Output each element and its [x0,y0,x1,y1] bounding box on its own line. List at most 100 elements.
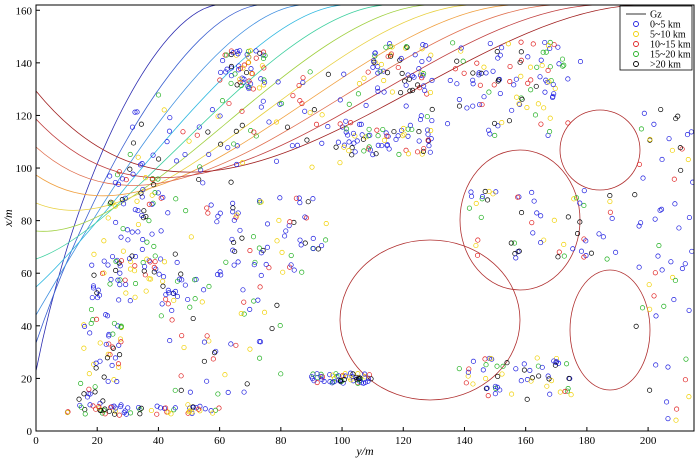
data-point [163,405,169,411]
legend-label: 0~5 km [650,20,681,31]
data-point [565,120,571,126]
data-point [669,147,675,153]
data-point [518,95,524,101]
data-point [327,379,333,385]
data-point [150,200,156,206]
data-point [348,120,354,126]
data-point [524,105,530,111]
data-point [135,207,141,214]
data-point [370,152,376,158]
data-point [556,249,562,255]
data-point [568,392,574,398]
data-point [417,72,424,78]
data-point [248,128,254,134]
data-point [172,251,178,257]
data-point [286,223,292,229]
data-point [429,106,435,113]
data-point [410,87,416,93]
data-point [233,342,239,348]
data-point [403,147,409,153]
data-point [528,77,534,83]
data-point [214,271,221,278]
data-point [139,246,145,252]
data-point [169,317,175,323]
data-point [217,77,223,83]
data-point [664,399,670,405]
data-point [118,339,124,345]
data-point [365,375,372,381]
data-point [646,282,652,288]
data-point [235,67,242,73]
data-point [461,70,467,76]
data-point [64,409,71,416]
data-point [492,132,498,139]
data-point [164,139,170,145]
data-point [672,201,678,207]
data-point [231,217,237,223]
data-point [530,41,536,47]
data-point [359,132,365,138]
data-point [636,264,642,270]
data-point [319,243,325,249]
data-point [288,252,294,259]
data-point [561,241,567,248]
data-point [673,417,679,423]
data-point [231,262,237,268]
data-point [115,277,121,283]
data-point [367,147,373,153]
data-point [473,242,479,249]
data-point [150,152,156,158]
data-point [545,373,551,379]
data-point [323,220,329,227]
data-point [132,281,139,287]
data-point [165,409,171,415]
data-point [139,212,145,218]
data-point [486,188,492,195]
y-tick-label: 0 [27,426,33,438]
data-point [90,283,97,289]
data-point [388,53,394,59]
data-point [372,50,378,56]
data-point [130,171,136,177]
data-point [452,66,458,72]
data-point [235,259,241,265]
data-point [123,177,129,183]
data-point [566,375,572,382]
data-point [165,301,171,307]
data-point [419,75,425,81]
data-point [204,205,210,211]
data-point [473,200,479,206]
data-point [535,101,541,107]
data-point [144,256,150,262]
data-point [156,156,162,162]
legend-label: 10~15 km [650,40,691,51]
data-point [375,64,381,70]
data-point [407,122,413,128]
data-point [253,133,259,139]
data-point [165,287,171,293]
data-point [571,196,577,202]
data-point [365,378,371,384]
data-point [297,98,303,104]
data-point [126,256,133,262]
data-point [241,62,247,68]
data-point [258,250,264,256]
data-point [273,158,280,164]
data-point [393,136,399,143]
data-point [105,378,111,384]
data-point [256,245,262,251]
data-point [362,371,368,377]
data-point [383,44,389,50]
data-point [187,408,193,414]
data-point [653,362,659,368]
data-point [318,374,324,380]
data-point [350,371,356,377]
data-point [171,297,177,304]
data-point [548,78,554,84]
data-point [373,151,379,157]
data-point [398,90,404,96]
data-point [224,66,230,72]
data-point [482,356,488,362]
data-point [387,41,393,47]
data-point [113,267,119,274]
